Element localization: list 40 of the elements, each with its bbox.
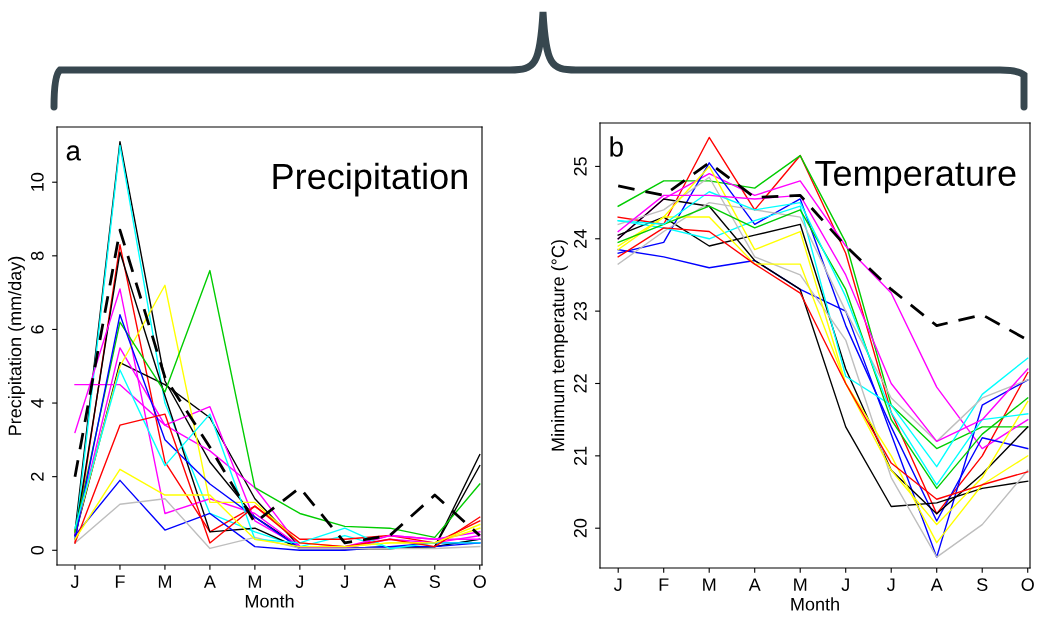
x-tick-label: S (977, 578, 988, 591)
y-tick-label: 21 (573, 446, 587, 465)
x-tick-label: M (248, 575, 261, 588)
x-tick-label: M (794, 578, 807, 591)
x-tick-label: J (613, 578, 622, 591)
x-tick-label: A (748, 578, 761, 591)
y-tick-label: 23 (573, 301, 587, 321)
x-tick-label: A (203, 575, 216, 588)
x-tick-label: J (340, 575, 348, 588)
x-tick-label: O (473, 575, 486, 588)
x-axis-title: Month (791, 597, 839, 611)
y-axis-title: Precipitation (mm/day) (8, 256, 25, 435)
x-tick-label: A (930, 578, 943, 591)
y-tick-label: 25 (573, 157, 587, 176)
x-tick-label: M (158, 575, 171, 588)
x-axis-title: Month (245, 594, 294, 608)
text: Temperature (815, 160, 1016, 194)
y-tick-label: 10 (30, 172, 44, 191)
y-tick-label: 0 (30, 545, 44, 555)
y-tick-label: 20 (573, 518, 587, 538)
y-tick-label: 4 (31, 398, 44, 408)
x-tick-label: J (886, 578, 895, 591)
text: Precipitation (273, 162, 467, 197)
y-tick-label: 8 (30, 251, 44, 261)
annotation: a (66, 145, 81, 161)
x-tick-label: M (703, 578, 716, 591)
x-tick-label: J (841, 578, 849, 591)
annotation: b (610, 136, 623, 157)
x-tick-label: F (115, 575, 125, 588)
y-tick-label: 6 (30, 325, 44, 334)
y-tick-label: 2 (30, 472, 44, 481)
y-tick-label: 24 (573, 229, 587, 248)
y-axis-title: Minimum temperature (°C) (551, 240, 568, 451)
x-tick-label: O (1021, 578, 1034, 591)
x-tick-label: A (383, 575, 396, 588)
x-tick-label: F (659, 578, 669, 591)
x-tick-label: S (429, 575, 440, 588)
x-tick-label: J (295, 575, 304, 588)
y-tick-label: 22 (573, 374, 587, 393)
x-tick-label: J (70, 575, 79, 588)
